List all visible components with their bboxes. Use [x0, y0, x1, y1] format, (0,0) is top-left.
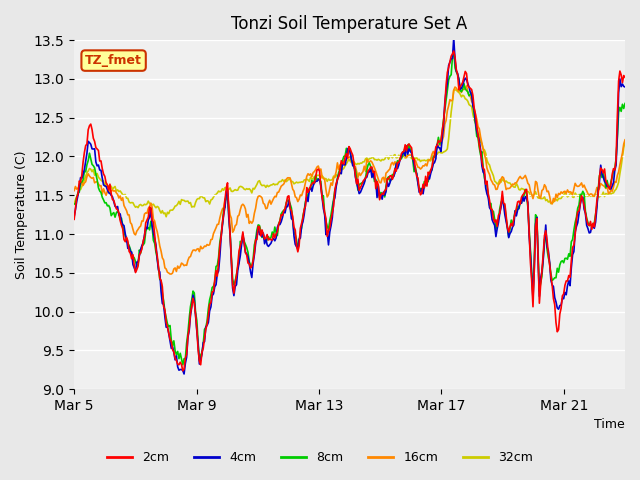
X-axis label: Time: Time — [595, 419, 625, 432]
Title: Tonzi Soil Temperature Set A: Tonzi Soil Temperature Set A — [232, 15, 468, 33]
Y-axis label: Soil Temperature (C): Soil Temperature (C) — [15, 150, 28, 279]
Legend: 2cm, 4cm, 8cm, 16cm, 32cm: 2cm, 4cm, 8cm, 16cm, 32cm — [102, 446, 538, 469]
Text: TZ_fmet: TZ_fmet — [85, 54, 142, 67]
